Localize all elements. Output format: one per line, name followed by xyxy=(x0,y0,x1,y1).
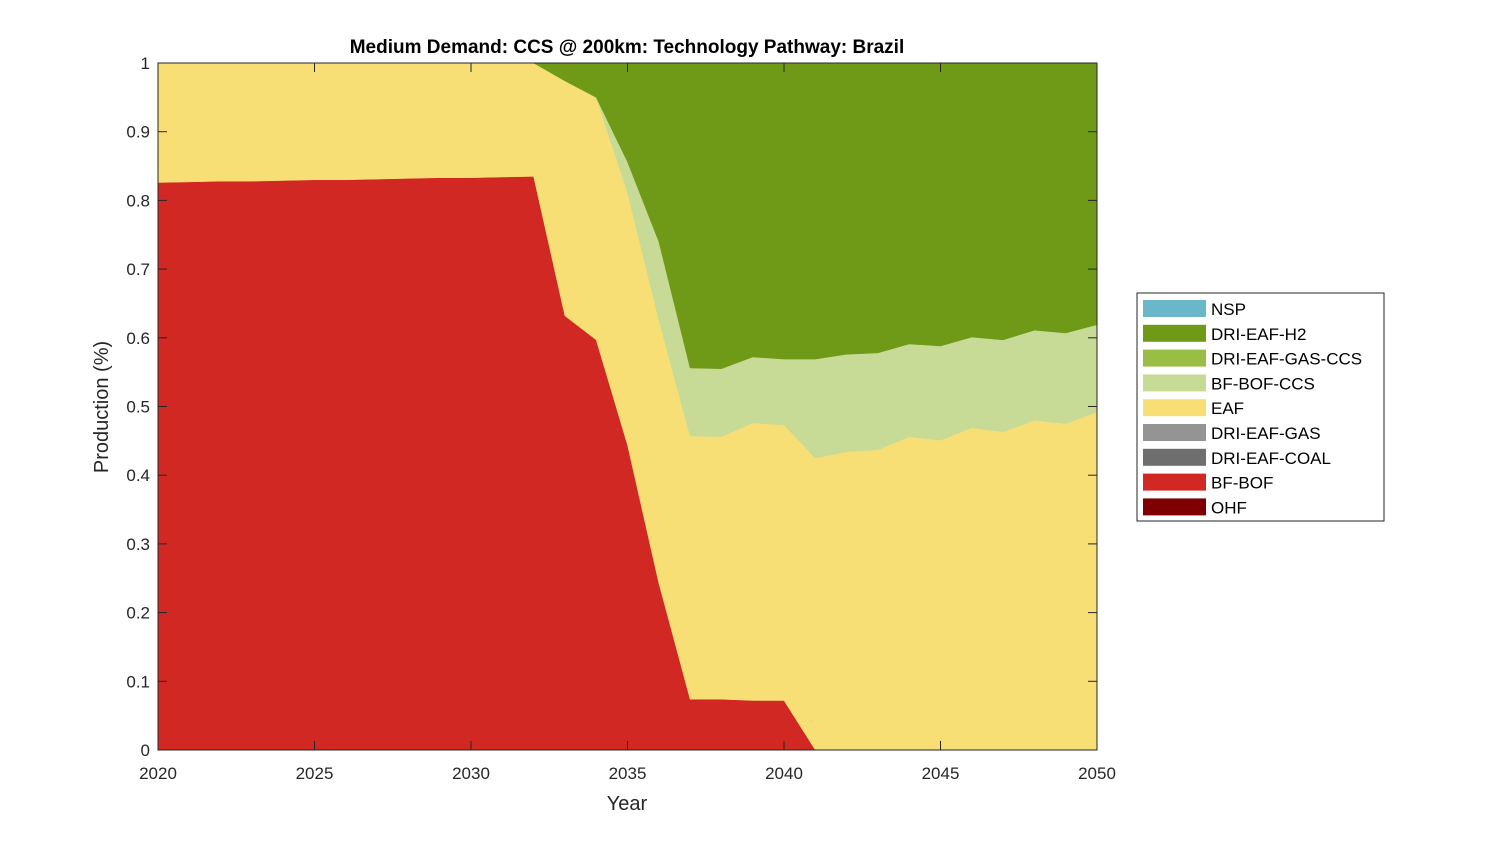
legend-swatch-nsp xyxy=(1143,300,1206,317)
x-tick-label: 2050 xyxy=(1078,764,1116,783)
legend-label: DRI-EAF-GAS-CCS xyxy=(1211,350,1362,369)
y-tick-label: 0.8 xyxy=(126,191,150,210)
legend-label: BF-BOF xyxy=(1211,474,1273,493)
legend-label: DRI-EAF-COAL xyxy=(1211,449,1331,468)
y-tick-label: 0.9 xyxy=(126,123,150,142)
legend-label: BF-BOF-CCS xyxy=(1211,374,1315,393)
y-tick-label: 0.4 xyxy=(126,466,150,485)
y-tick-label: 1 xyxy=(141,54,150,73)
legend-swatch-bf-bof-ccs xyxy=(1143,374,1206,392)
legend-swatch-bf-bof xyxy=(1143,473,1206,491)
area-layers xyxy=(157,62,1098,751)
legend-swatch-dri-eaf-coal xyxy=(1143,448,1206,466)
legend: NSP DRI-EAF-H2 DRI-EAF-GAS-CCS BF-BOF-CCS EA… xyxy=(1136,292,1385,522)
x-axis-label: Year xyxy=(607,793,648,815)
legend-label: DRI-EAF-GAS xyxy=(1211,424,1321,443)
y-axis-label: Production (%) xyxy=(91,341,113,473)
legend-swatch-dri-eaf-gas xyxy=(1143,424,1206,441)
legend-label: NSP xyxy=(1211,300,1246,319)
y-tick-label: 0.6 xyxy=(126,329,150,348)
legend-label: EAF xyxy=(1211,399,1244,418)
legend-swatch-eaf xyxy=(1143,399,1206,417)
legend-label: DRI-EAF-H2 xyxy=(1211,325,1306,344)
y-tick-label: 0.7 xyxy=(126,260,150,279)
x-tick-label: 2040 xyxy=(765,764,803,783)
x-tick-label: 2030 xyxy=(452,764,490,783)
y-tick-label: 0.3 xyxy=(126,535,150,554)
x-tick-label: 2020 xyxy=(139,764,177,783)
y-axis: 0 0.1 0.2 0.3 0.4 0.5 0.6 0.7 0.8 0.9 1 xyxy=(126,54,1097,760)
x-tick-label: 2035 xyxy=(609,764,647,783)
legend-swatch-dri-eaf-h2 xyxy=(1143,324,1206,342)
legend-label: OHF xyxy=(1211,498,1247,517)
x-axis: 2020 2025 2030 2035 2040 2045 2050 xyxy=(139,63,1116,783)
legend-swatch-ohf xyxy=(1143,498,1206,516)
legend-swatch-dri-eaf-gas-ccs xyxy=(1143,349,1206,367)
x-tick-label: 2045 xyxy=(922,764,960,783)
x-tick-label: 2025 xyxy=(296,764,334,783)
y-tick-label: 0.1 xyxy=(126,672,150,691)
y-tick-label: 0 xyxy=(141,741,150,760)
y-tick-label: 0.5 xyxy=(126,398,150,417)
y-tick-label: 0.2 xyxy=(126,604,150,623)
chart-title: Medium Demand: CCS @ 200km: Technology P… xyxy=(350,37,905,58)
